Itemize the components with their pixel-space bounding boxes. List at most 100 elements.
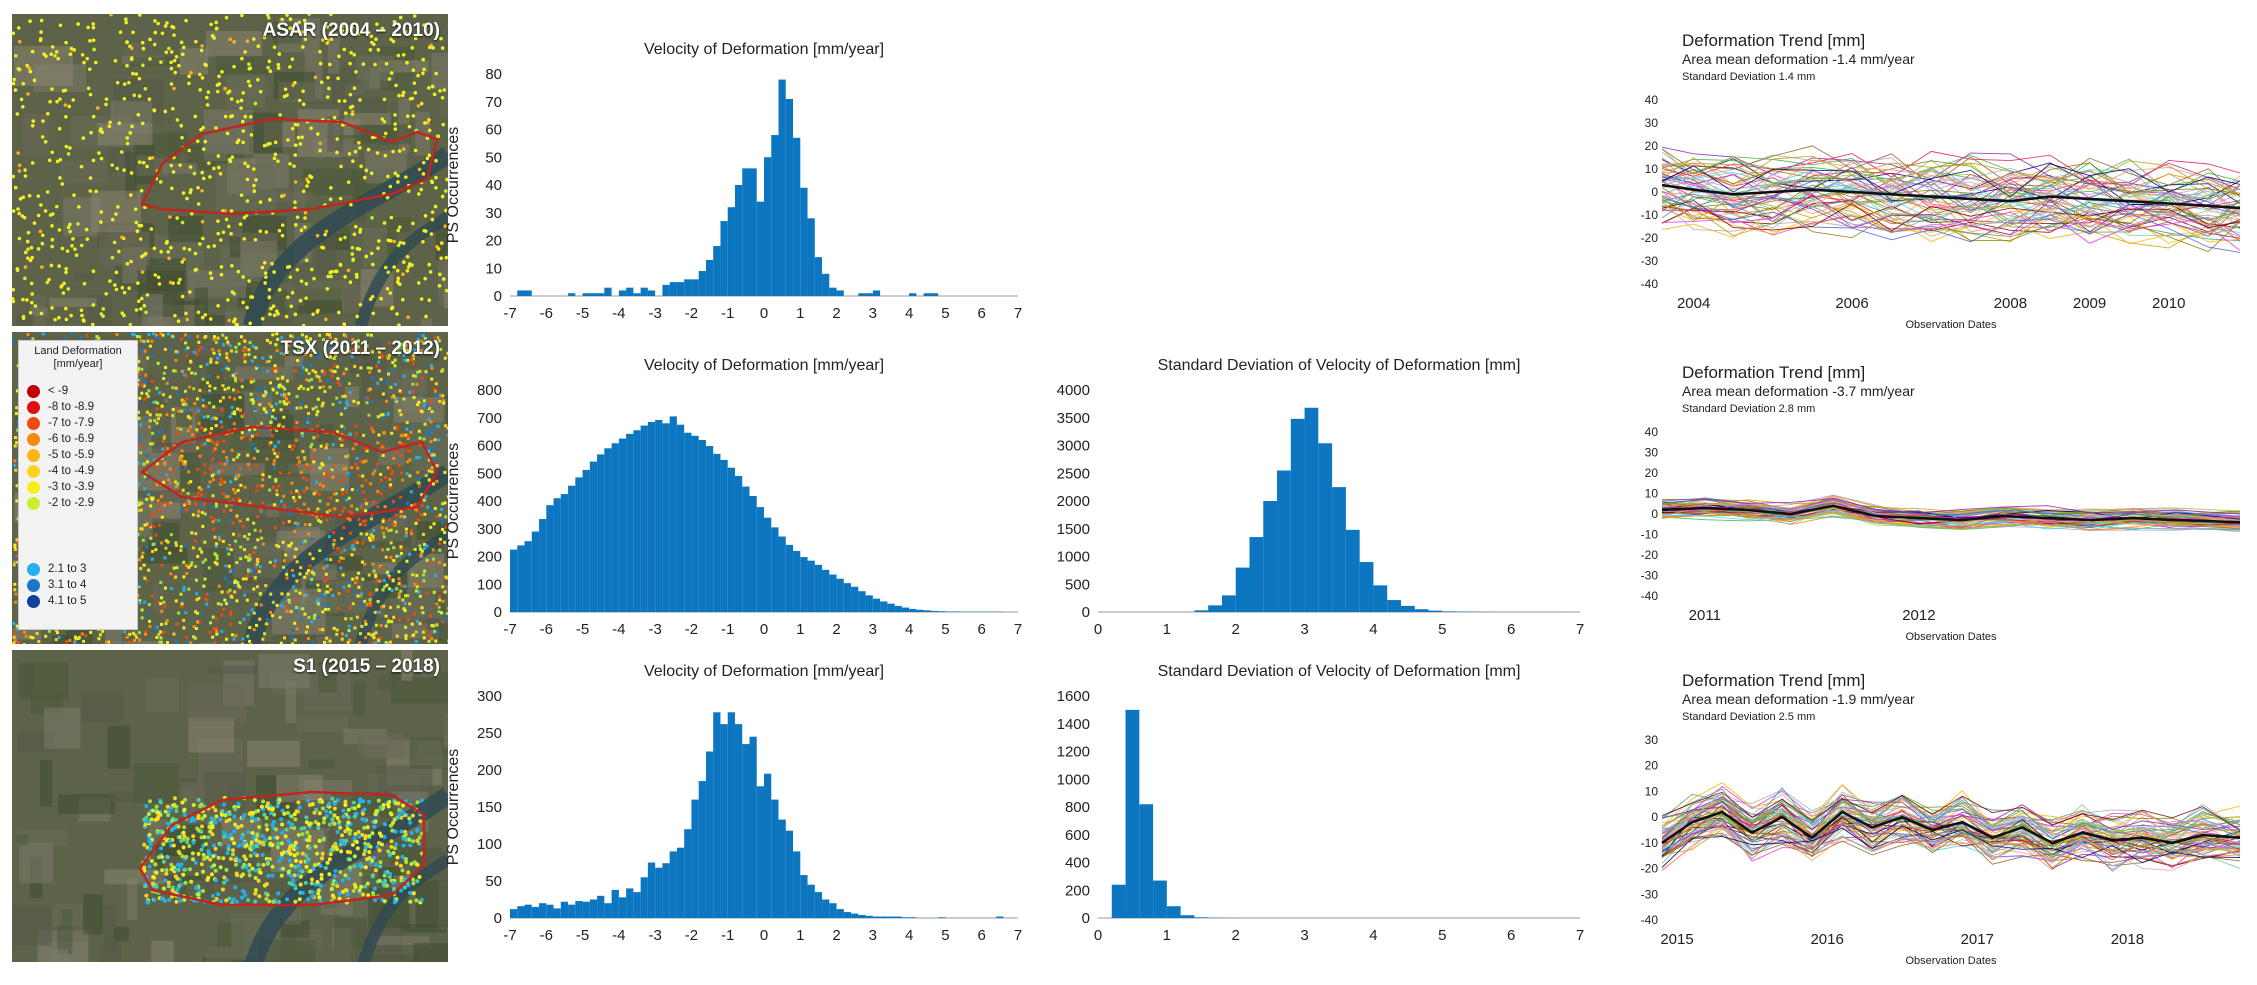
ps-point [395, 399, 399, 403]
ps-point [249, 295, 253, 299]
ps-point [137, 160, 142, 164]
ps-point [425, 591, 429, 595]
histogram-bar [568, 293, 576, 296]
ps-point [143, 349, 147, 353]
ps-point [374, 641, 378, 644]
ps-point [57, 636, 61, 640]
ps-point [310, 802, 315, 807]
ps-point [148, 619, 152, 623]
ps-point [351, 447, 355, 451]
ps-point [295, 851, 300, 856]
histogram-bar [582, 469, 590, 612]
ps-point [414, 639, 418, 643]
ps-point [188, 190, 193, 195]
ps-point [396, 180, 400, 184]
ps-point [199, 802, 204, 807]
ps-point [208, 829, 213, 834]
ps-point [63, 335, 67, 339]
ps-point [189, 641, 193, 644]
ps-point [317, 492, 321, 496]
ps-point [155, 830, 160, 835]
ps-point [196, 335, 200, 339]
ps-point [258, 529, 262, 533]
ps-point [441, 599, 445, 603]
ps-point [362, 825, 367, 830]
ps-point [274, 343, 278, 347]
ps-point [264, 891, 269, 896]
ps-point [239, 836, 244, 841]
ps-point [413, 36, 418, 41]
ps-point [158, 413, 162, 417]
ps-point [259, 509, 263, 513]
ps-point [154, 804, 159, 809]
ps-point [286, 138, 290, 142]
ps-point [360, 484, 364, 488]
ps-point [307, 615, 311, 619]
ps-point [340, 550, 344, 554]
ps-point [146, 812, 151, 817]
ps-point [393, 523, 397, 527]
ps-point [232, 487, 236, 491]
ps-point [196, 491, 200, 495]
ps-point [406, 358, 410, 362]
ps-point [351, 602, 355, 606]
ps-point [317, 519, 321, 523]
ps-point [234, 539, 238, 543]
ps-point [266, 16, 271, 20]
ps-point [292, 843, 297, 848]
ps-point [239, 874, 244, 879]
ps-point [257, 894, 262, 899]
ps-point [301, 89, 305, 93]
ps-point [165, 413, 169, 417]
ps-point [239, 409, 243, 413]
ps-point [416, 471, 420, 475]
ps-point [400, 442, 404, 446]
ps-point [211, 843, 216, 848]
ps-point [357, 140, 361, 145]
terrain-patch [438, 623, 448, 644]
ps-point [56, 56, 60, 61]
ps-point [156, 361, 160, 365]
ps-point [398, 618, 402, 622]
ps-point [397, 595, 401, 599]
ps-point [386, 270, 391, 275]
ps-point [197, 72, 202, 77]
ps-point [168, 395, 172, 399]
ps-point [379, 472, 383, 476]
ps-point [14, 558, 18, 562]
ps-point [234, 350, 238, 354]
ps-point [399, 888, 404, 893]
ps-point [353, 831, 358, 836]
ps-point [358, 797, 363, 802]
ps-point [408, 474, 412, 478]
ps-point [429, 232, 434, 236]
terrain-patch [50, 948, 69, 962]
ps-point [331, 465, 335, 469]
ps-point [139, 296, 144, 301]
ps-point [168, 481, 172, 485]
ps-point [396, 228, 400, 233]
ps-point [293, 223, 298, 227]
legend-label: -5 to -5.9 [48, 449, 95, 461]
ps-point [293, 153, 298, 157]
ps-point [213, 335, 217, 339]
histogram-bar [807, 218, 815, 296]
ps-point [243, 161, 247, 166]
ps-point [307, 846, 312, 851]
ps-point [244, 865, 249, 870]
ps-point [433, 388, 437, 392]
ps-point [177, 63, 181, 68]
ps-point [275, 804, 280, 809]
ps-point [198, 88, 203, 92]
ps-point [241, 889, 246, 894]
ps-point [280, 830, 285, 835]
ps-point [289, 490, 293, 494]
ps-point [302, 361, 306, 365]
ps-point [68, 146, 72, 150]
ps-point [405, 60, 409, 65]
ps-point [182, 897, 187, 902]
ps-point [344, 490, 348, 494]
ps-point [345, 823, 350, 828]
ps-point [404, 531, 408, 535]
terrain-patch [219, 245, 263, 282]
